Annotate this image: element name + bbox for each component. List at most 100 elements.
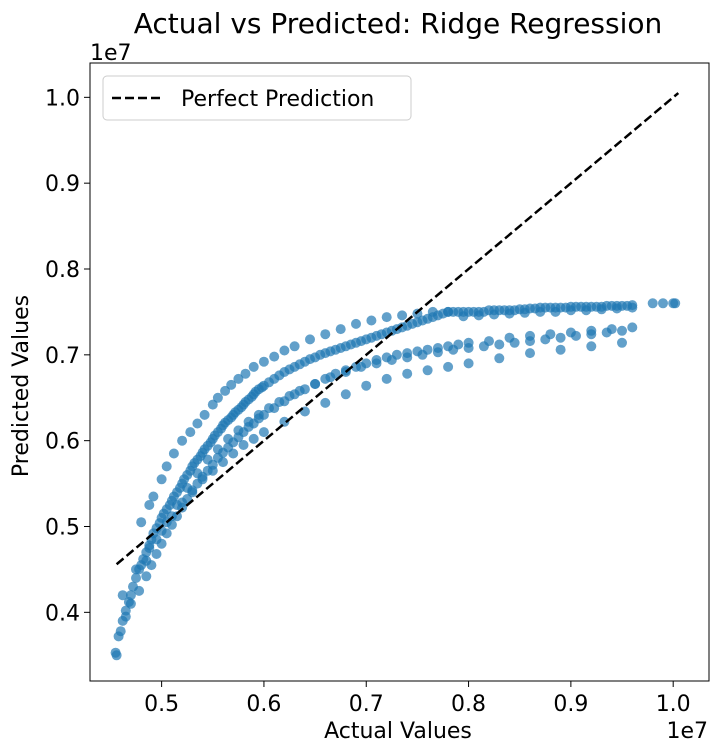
scatter-point — [117, 590, 128, 601]
scatter-point — [427, 306, 438, 317]
scatter-point — [402, 352, 413, 363]
scatter-point — [218, 457, 228, 468]
x-tick-label: 0.6 — [246, 692, 281, 717]
scatter-point — [361, 380, 372, 391]
scatter-point — [141, 555, 152, 566]
scatter-point — [223, 433, 234, 444]
scatter-point — [185, 427, 196, 438]
scatter-point — [279, 345, 290, 356]
scatter-point — [402, 368, 413, 379]
scatter-point — [335, 324, 346, 335]
y-tick-label: 1.0 — [45, 86, 80, 111]
scatter-point — [248, 361, 259, 372]
scatter-point — [463, 358, 474, 369]
scatter-point — [207, 465, 218, 476]
scatter-point — [226, 379, 237, 390]
scatter-point — [310, 379, 321, 389]
scatter-point — [289, 341, 300, 352]
scatter-point — [611, 303, 622, 314]
x-tick-label: 0.9 — [553, 692, 588, 717]
scatter-point — [525, 336, 535, 347]
perfect-prediction-line — [115, 92, 680, 566]
scatter-point — [258, 356, 269, 367]
scatter-point — [550, 306, 561, 317]
x-tick-label: 0.5 — [144, 692, 179, 717]
scatter-point — [238, 440, 249, 450]
scatter-point — [136, 517, 147, 528]
scatter-point — [113, 631, 124, 642]
scatter-point — [156, 474, 167, 485]
scatter-point — [240, 368, 251, 379]
x-tick-label: 0.7 — [349, 692, 384, 717]
scatter-point — [443, 306, 454, 317]
scatter-point — [509, 337, 520, 348]
y-tick-label: 0.4 — [45, 601, 80, 626]
scatter-point — [356, 361, 367, 372]
scatter-point — [148, 491, 159, 502]
scatter-point — [199, 409, 210, 420]
scatter-point — [120, 611, 131, 622]
scatter-point — [248, 433, 259, 444]
scatter-point — [571, 330, 581, 341]
scatter-point — [192, 468, 203, 479]
scatter-point — [489, 309, 500, 320]
scatter-point — [233, 425, 244, 436]
y-tick-label: 0.6 — [45, 430, 80, 455]
scatter-point — [565, 305, 576, 316]
scatter-point — [125, 598, 136, 609]
x-axis-offset-label: 1e7 — [666, 719, 708, 744]
scatter-point — [340, 389, 351, 400]
x-tick-label: 1.0 — [656, 692, 691, 717]
scatter-point — [647, 298, 658, 309]
scatter-point — [134, 585, 145, 596]
scatter-point — [504, 308, 515, 319]
scatter-point — [397, 310, 408, 321]
chart-title: Actual vs Predicted: Ridge Regression — [134, 7, 663, 40]
scatter-point — [212, 392, 223, 403]
scatter-point — [228, 448, 239, 459]
scatter-point — [284, 391, 295, 401]
scatter-point — [586, 341, 597, 352]
scatter-point — [381, 312, 392, 323]
scatter-point — [463, 343, 474, 353]
scatter-point — [151, 534, 162, 545]
scatter-point — [111, 650, 122, 661]
scatter-point — [422, 365, 433, 376]
scatter-point — [458, 311, 469, 322]
scatter-point — [325, 372, 336, 383]
scatter-point — [617, 325, 627, 336]
scatter-point — [371, 358, 382, 369]
scatter-point — [269, 351, 280, 362]
scatter-point — [417, 349, 428, 360]
scatter-point — [519, 307, 530, 318]
scatter-point — [596, 304, 607, 315]
scatter-point — [366, 315, 377, 326]
scatter-point — [351, 318, 361, 329]
scatter-point — [494, 353, 505, 364]
scatter-point — [305, 334, 315, 345]
scatter-point — [177, 435, 188, 446]
scatter-point — [258, 427, 269, 438]
scatter-point — [182, 482, 193, 493]
scatter-point — [151, 549, 162, 559]
scatter-point — [320, 329, 331, 340]
scatter-point — [131, 564, 141, 575]
scatter-point — [274, 397, 285, 407]
scatter-point — [144, 500, 155, 510]
x-tick-label: 0.8 — [451, 692, 486, 717]
scatter-point — [264, 403, 274, 414]
y-tick-label: 0.7 — [45, 344, 80, 369]
x-axis-label: Actual Values — [324, 719, 472, 744]
plot-frame — [89, 62, 710, 682]
scatter-point — [478, 341, 489, 352]
scatter-point — [473, 310, 484, 321]
y-axis-label: Predicted Values — [9, 295, 34, 477]
scatter-points — [110, 298, 681, 661]
scatter-point — [125, 590, 136, 601]
scatter-point — [443, 361, 454, 372]
scatter-point — [220, 385, 231, 396]
x-ticks: 0.5 0.6 0.7 0.8 0.9 1.0 — [144, 681, 691, 717]
legend-label: Perfect Prediction — [181, 87, 374, 112]
scatter-point — [540, 334, 551, 345]
